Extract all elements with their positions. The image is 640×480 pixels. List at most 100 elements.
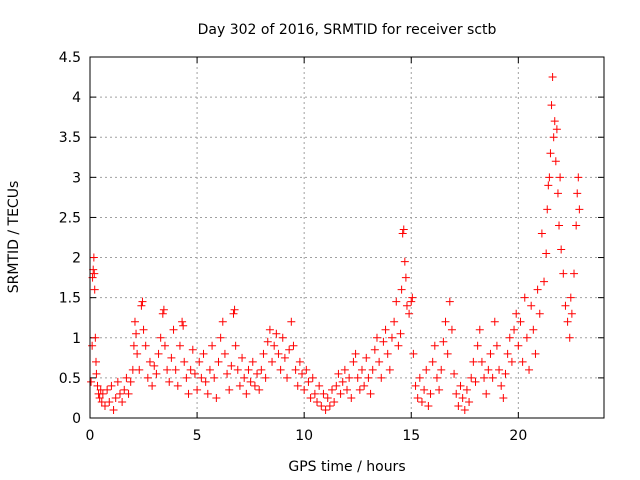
data-point — [95, 393, 104, 402]
data-point — [291, 365, 300, 374]
data-point — [387, 333, 396, 342]
data-point — [441, 317, 450, 326]
data-point — [559, 269, 568, 278]
data-point — [462, 385, 471, 394]
plot-frame — [89, 56, 605, 419]
data-point — [477, 357, 486, 366]
data-point — [495, 365, 504, 374]
data-point — [180, 357, 189, 366]
data-point — [575, 205, 584, 214]
data-point — [357, 365, 366, 374]
data-point — [173, 381, 182, 390]
y-tick-label: 1 — [72, 331, 81, 347]
data-point — [263, 337, 272, 346]
data-point — [550, 117, 559, 126]
data-point — [270, 341, 279, 350]
data-point — [527, 301, 536, 310]
data-point — [154, 349, 163, 358]
data-point — [409, 349, 418, 358]
data-point — [345, 373, 354, 382]
data-point — [458, 393, 467, 402]
data-point — [283, 373, 292, 382]
data-point — [392, 297, 401, 306]
data-point — [544, 181, 553, 190]
data-point — [295, 357, 304, 366]
y-axis-label: SRMTID / TECUs — [6, 181, 22, 294]
data-point — [445, 297, 454, 306]
data-point — [557, 245, 566, 254]
data-point — [201, 377, 210, 386]
data-point — [336, 389, 345, 398]
x-axis-label: GPS time / hours — [288, 459, 405, 475]
data-point — [287, 317, 296, 326]
data-point — [111, 393, 120, 402]
data-point — [561, 301, 570, 310]
data-point — [197, 373, 206, 382]
data-point — [216, 333, 225, 342]
data-point — [113, 377, 122, 386]
data-point — [91, 333, 100, 342]
data-point — [126, 377, 135, 386]
data-point — [420, 385, 429, 394]
data-point — [437, 365, 446, 374]
data-point — [518, 357, 527, 366]
data-point — [555, 221, 564, 230]
data-point — [379, 337, 388, 346]
data-point — [265, 325, 274, 334]
data-point — [553, 189, 562, 198]
data-point — [548, 73, 557, 82]
data-point — [540, 277, 549, 286]
data-point — [439, 337, 448, 346]
data-point — [240, 373, 249, 382]
data-point — [105, 397, 114, 406]
x-tick-label: 5 — [193, 428, 202, 444]
data-point — [443, 349, 452, 358]
data-point — [405, 309, 414, 318]
data-point — [551, 157, 560, 166]
data-point — [398, 229, 407, 238]
data-point — [115, 389, 124, 398]
data-point — [253, 369, 262, 378]
data-point — [415, 373, 424, 382]
data-point — [319, 389, 328, 398]
data-point — [163, 365, 172, 374]
data-point — [315, 381, 324, 390]
data-point — [499, 393, 508, 402]
data-point — [567, 309, 576, 318]
data-point — [430, 341, 439, 350]
x-tick-label: 0 — [86, 428, 95, 444]
data-point — [447, 325, 456, 334]
y-tick-label: 3 — [72, 170, 81, 186]
data-point — [552, 125, 561, 134]
data-point — [328, 385, 337, 394]
data-point — [171, 365, 180, 374]
grid-layer — [90, 57, 604, 418]
y-tick-label: 0 — [72, 411, 81, 427]
data-point — [460, 405, 469, 414]
data-series-srmtid — [87, 73, 584, 414]
data-point — [91, 357, 100, 366]
data-point — [566, 293, 575, 302]
data-point — [353, 373, 362, 382]
data-point — [546, 149, 555, 158]
data-point — [88, 341, 97, 350]
x-axis: 0 5 10 15 20 — [86, 57, 527, 444]
data-point — [375, 357, 384, 366]
data-point — [310, 389, 319, 398]
data-point — [208, 341, 217, 350]
x-tick-label: 20 — [509, 428, 527, 444]
data-point — [570, 269, 579, 278]
data-point — [87, 377, 96, 386]
data-point — [90, 285, 99, 294]
data-point — [484, 365, 493, 374]
data-point — [486, 349, 495, 358]
data-point — [501, 369, 510, 378]
data-point — [97, 397, 106, 406]
data-point — [401, 273, 410, 282]
data-point — [214, 357, 223, 366]
data-point — [244, 365, 253, 374]
data-point — [396, 329, 405, 338]
data-point — [179, 321, 188, 330]
